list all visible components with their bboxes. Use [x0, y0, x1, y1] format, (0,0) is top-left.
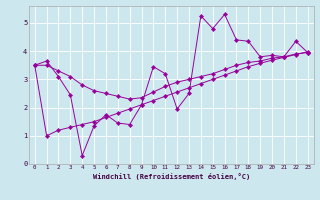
X-axis label: Windchill (Refroidissement éolien,°C): Windchill (Refroidissement éolien,°C): [92, 173, 250, 180]
